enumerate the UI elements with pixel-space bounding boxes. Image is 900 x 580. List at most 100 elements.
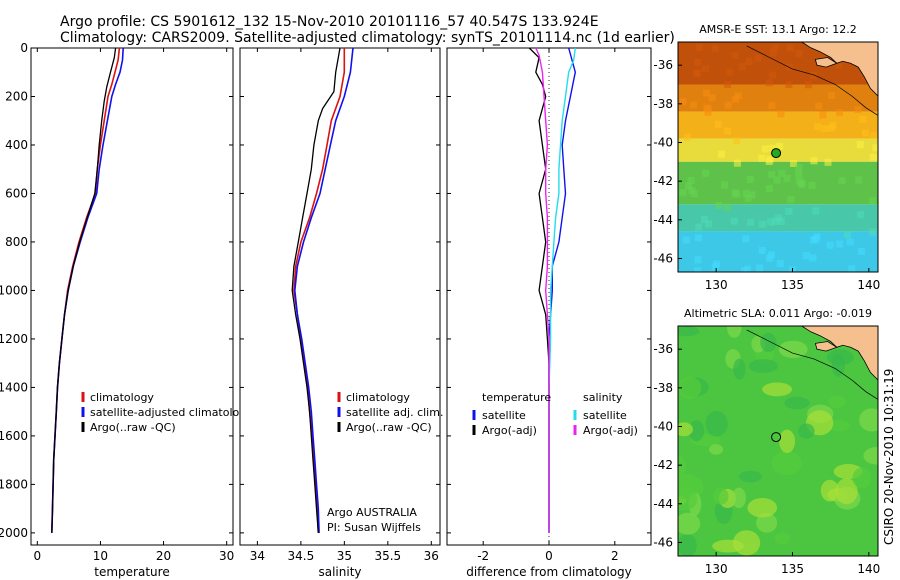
temperature-panel: 0 10 20 30 0 200 400 600 800 1000 1200 1400 1600 1800… (0, 41, 253, 579)
sla_map-anomaly-blob (712, 539, 744, 553)
sla_map-field (678, 326, 878, 556)
sst_map-cell (766, 254, 774, 262)
header-line-1: Argo profile: CS 5901612_132 15-Nov-2010… (60, 14, 599, 30)
sst_map-isobath (746, 45, 878, 116)
sst_map-cell (685, 182, 693, 190)
sst_map-cell (787, 44, 795, 52)
sst_map-cell (758, 154, 766, 162)
sla_map-anomaly-blob (820, 479, 839, 502)
sla_map-anomaly-blob (733, 358, 746, 380)
sst_map-cell (765, 185, 773, 193)
sla_map-ytick-label: -44 (653, 497, 673, 511)
temperature-ytick-label: 800 (5, 235, 28, 249)
sst_map-cell (721, 181, 729, 189)
difference-legend-title: temperature (482, 391, 551, 404)
temperature-ytick-label: 0 (20, 41, 28, 55)
sst_map-cell (768, 170, 776, 178)
sst_map-cell (848, 265, 856, 272)
sla_map-xtick-label: 135 (781, 562, 804, 576)
sla_map-anomaly-blob (760, 332, 777, 353)
sla_map-anomaly-blob (756, 512, 778, 533)
temperature-xlabel: temperature (94, 565, 169, 579)
sst_map-cell (828, 92, 836, 100)
sst_map-cell (732, 95, 740, 103)
sst_map-xtick-label: 135 (781, 278, 804, 292)
sst_map-title: AMSR-E SST: 13.1 Argo: 12.2 (699, 23, 857, 36)
temperature-ytick-label: 1800 (0, 477, 28, 491)
sst_map-cell (776, 260, 784, 268)
sla_map-anomaly-blob (774, 532, 790, 545)
sla_map-anomaly-blob (739, 470, 762, 483)
sla_map-anomaly-blob (831, 353, 845, 377)
temperature-axes-box (30, 47, 234, 546)
sla_map-xtick-label: 130 (705, 562, 728, 576)
sst_map-cell (808, 181, 816, 189)
sla_map-island (814, 341, 838, 352)
sst_map-cell (694, 256, 702, 264)
sst_map-cell (836, 109, 844, 117)
sst_map-cell (824, 158, 832, 166)
header-line-2: Climatology: CARS2009. Satellite-adjuste… (60, 30, 675, 46)
sst_map-cell (846, 238, 854, 246)
salinity-series-2 (291, 47, 341, 533)
sst_map-cell (787, 196, 795, 204)
sst_map-cell (869, 153, 877, 161)
sst_map-cell (708, 94, 716, 102)
salinity-xtick-label: 34 (250, 549, 265, 563)
sst_map-cell (715, 202, 723, 210)
difference-legend-label: satellite (583, 409, 627, 422)
sla_map-ytick-label: -38 (653, 381, 673, 395)
salinity-legend-label: climatology (346, 391, 410, 404)
sst_map-cell (769, 144, 777, 152)
sst_map-cell (693, 69, 701, 77)
sst_map-cell (859, 116, 867, 124)
salinity-panel: 34 34.5 35 35.5 36 salinity climatology satelli… (239, 47, 443, 579)
sst_map-cell (746, 176, 754, 184)
sst_map-cell (869, 228, 877, 236)
sst_map-cell (858, 247, 866, 255)
sst_map-cell (695, 223, 703, 231)
sst_map-cell (701, 215, 709, 223)
sst_map-cell (683, 133, 691, 141)
sst_map-cell (731, 52, 739, 60)
sla_map-ytick-label: -36 (653, 342, 673, 356)
sla_map-land (800, 326, 878, 381)
sst_map-cell (771, 44, 779, 52)
sst_map-cell (742, 189, 750, 197)
sst_map-cell (694, 267, 702, 272)
sst_map-cell (844, 230, 852, 238)
sst_map-cell (809, 254, 817, 262)
sst_map-cell (748, 191, 756, 199)
sla_map-anomaly-blob (678, 376, 702, 400)
sst_map-cell (836, 240, 844, 248)
temperature-legend-label: satellite-adjusted climatology (90, 406, 253, 419)
difference-legend-title: salinity (583, 391, 623, 404)
sst_map-cell (785, 80, 793, 88)
salinity-legend-label: satellite adj. clim. (346, 406, 443, 419)
sst_map-cell (795, 164, 803, 172)
sst_map-cell (857, 211, 865, 219)
sst_map-cell (872, 144, 878, 152)
sla_map-anomaly-blob (678, 512, 701, 535)
sst_map-cell (758, 246, 766, 254)
sst_map-cell (702, 169, 710, 177)
sst_map-cell (767, 218, 775, 226)
sst_map-cell (862, 129, 870, 137)
sst_map-cell (777, 217, 785, 225)
sla_map-anomaly-blob (688, 420, 705, 442)
sst_map-cell (802, 252, 810, 260)
sst_map-cell (795, 170, 803, 178)
sst_map-cell (809, 236, 817, 244)
sst_map-xtick-label: 140 (857, 278, 880, 292)
sst_map-cell (810, 157, 818, 165)
salinity-xtick-label: 36 (424, 549, 439, 563)
sst_map-axes-box (677, 41, 879, 273)
sst_map-ytick-label: -38 (653, 97, 673, 111)
sst_map-land (800, 42, 878, 97)
sla_map-anomaly-blob (798, 423, 815, 439)
sst_map-cell (776, 143, 784, 151)
difference-xtick-label: -2 (477, 549, 489, 563)
sst_map-cell (783, 175, 791, 183)
sla_map-anomaly-blob (678, 486, 698, 511)
